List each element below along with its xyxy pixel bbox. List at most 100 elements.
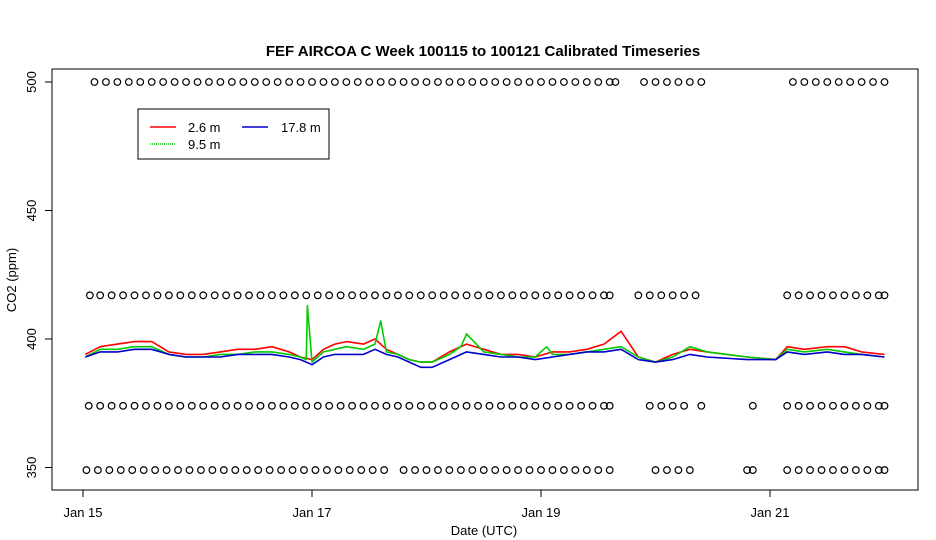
flag-point-3-52 <box>783 466 792 474</box>
flag-point-1-8 <box>176 291 185 300</box>
flag-point-3-60 <box>874 466 883 474</box>
flag-point-2-61 <box>874 401 883 410</box>
flag-point-3-37 <box>514 466 522 474</box>
x-tick-label-3: Jan 21 <box>750 505 789 520</box>
flag-point-2-43 <box>577 401 585 410</box>
flag-point-0-33 <box>468 78 477 86</box>
flag-point-1-32 <box>451 291 460 300</box>
flag-point-0-44 <box>594 78 603 86</box>
flag-point-2-51 <box>697 401 706 410</box>
flag-point-0-14 <box>250 78 259 86</box>
flag-point-1-43 <box>577 291 585 300</box>
flag-point-3-2 <box>105 466 114 474</box>
flag-point-1-6 <box>153 291 162 300</box>
flag-point-1-42 <box>565 291 574 300</box>
flag-point-2-55 <box>806 401 814 410</box>
flag-point-0-27 <box>399 78 408 86</box>
flag-point-0-57 <box>834 78 843 86</box>
flag-point-3-40 <box>548 466 557 474</box>
flag-point-2-31 <box>439 401 448 410</box>
flag-point-1-49 <box>657 291 666 300</box>
flag-point-2-52 <box>748 401 757 410</box>
flag-point-2-50 <box>680 401 689 410</box>
flag-point-3-27 <box>399 466 408 474</box>
flag-point-2-34 <box>474 401 482 410</box>
flag-point-0-3 <box>124 78 133 86</box>
flag-point-1-12 <box>222 291 231 300</box>
flag-point-2-33 <box>462 401 471 410</box>
flag-point-1-48 <box>645 291 654 300</box>
flag-point-1-10 <box>199 291 208 300</box>
y-tick-label-3: 500 <box>24 71 39 93</box>
flag-point-0-12 <box>227 78 236 86</box>
flag-point-0-15 <box>262 78 271 86</box>
flag-point-1-57 <box>829 291 837 300</box>
flag-point-1-16 <box>268 291 276 300</box>
flag-point-2-36 <box>497 401 505 410</box>
flag-point-3-53 <box>794 466 803 474</box>
flag-point-2-21 <box>325 401 334 410</box>
flag-point-0-25 <box>376 78 385 86</box>
flag-point-0-9 <box>193 78 202 86</box>
flag-point-3-7 <box>162 466 171 474</box>
flag-point-0-41 <box>560 78 568 86</box>
flag-point-1-13 <box>233 291 242 300</box>
flag-point-2-0 <box>84 401 93 410</box>
flag-point-3-25 <box>368 466 377 474</box>
flag-point-3-61 <box>880 466 889 474</box>
flag-point-1-21 <box>325 291 334 300</box>
flag-point-2-8 <box>176 401 185 410</box>
flag-point-0-20 <box>319 78 328 86</box>
chart-title: FEF AIRCOA C Week 100115 to 100121 Calib… <box>266 43 700 60</box>
flag-point-1-34 <box>474 291 482 300</box>
flag-point-2-1 <box>96 401 105 410</box>
x-tick-label-1: Jan 17 <box>292 505 331 520</box>
flag-point-3-0 <box>82 466 91 474</box>
flag-point-0-36 <box>502 78 511 86</box>
flag-point-3-22 <box>334 466 343 474</box>
flag-point-1-19 <box>302 291 311 300</box>
flag-point-3-56 <box>829 466 837 474</box>
flag-point-2-10 <box>199 401 208 410</box>
flag-point-3-30 <box>434 466 442 474</box>
x-axis-label: Date (UTC) <box>451 523 517 538</box>
flag-point-3-12 <box>219 466 228 474</box>
flag-point-1-11 <box>210 291 219 300</box>
flag-point-0-39 <box>537 78 545 86</box>
flag-point-1-7 <box>164 291 173 300</box>
flag-point-2-47 <box>645 401 654 410</box>
flag-point-1-30 <box>428 291 437 300</box>
flag-point-2-23 <box>348 401 356 410</box>
flag-point-0-11 <box>216 78 225 86</box>
y-axis: 350 400 450 500 <box>24 71 52 478</box>
flag-point-1-52 <box>691 291 700 300</box>
flag-point-0-18 <box>296 78 305 86</box>
flag-point-1-31 <box>439 291 448 300</box>
flag-point-0-4 <box>136 78 145 86</box>
flag-point-3-34 <box>479 466 488 474</box>
flag-point-1-55 <box>806 291 814 300</box>
flag-point-1-3 <box>119 291 127 300</box>
flag-point-1-4 <box>130 291 139 300</box>
flag-point-2-17 <box>279 401 288 410</box>
flag-point-2-35 <box>485 401 494 410</box>
flag-point-1-37 <box>508 291 517 300</box>
series-lines <box>84 304 885 369</box>
flag-point-3-6 <box>151 466 160 474</box>
flag-point-3-23 <box>345 466 354 474</box>
flag-point-3-43 <box>582 466 591 474</box>
flag-point-3-20 <box>311 466 320 474</box>
flag-point-3-14 <box>242 466 251 474</box>
flag-point-2-48 <box>657 401 666 410</box>
flag-point-1-60 <box>863 291 872 300</box>
y-axis-label: CO2 (ppm) <box>4 248 19 312</box>
flag-point-3-19 <box>300 466 308 474</box>
flag-point-3-21 <box>322 466 331 474</box>
flag-point-2-27 <box>393 401 402 410</box>
flag-point-0-0 <box>90 78 99 86</box>
flag-point-3-48 <box>674 466 683 474</box>
flag-point-2-32 <box>451 401 460 410</box>
flag-point-2-57 <box>829 401 837 410</box>
flag-point-1-26 <box>382 291 391 300</box>
